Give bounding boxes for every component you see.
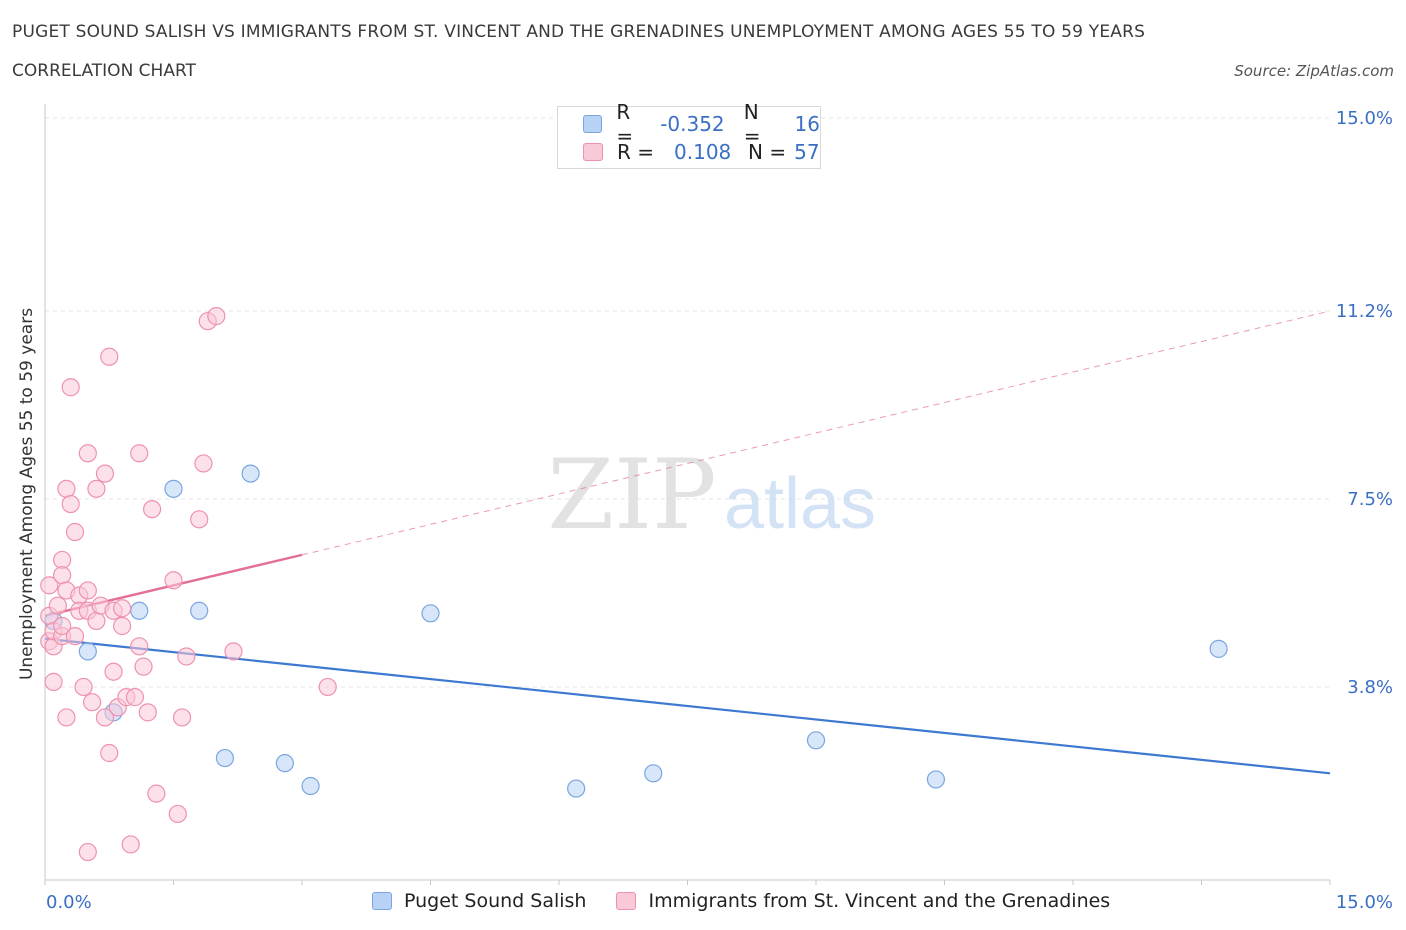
y-tick-label: 7.5% — [1347, 489, 1393, 510]
pink-data-point — [112, 599, 132, 618]
pink-data-point — [95, 708, 115, 727]
blue-data-point — [164, 479, 183, 498]
pink-trend-extension — [301, 310, 1331, 556]
pink-data-point — [138, 703, 157, 722]
pink-data-point — [100, 347, 119, 366]
pink-data-point — [130, 637, 149, 656]
blue-data-point — [806, 731, 826, 750]
pink-data-point — [78, 842, 97, 862]
blue-data-point — [241, 464, 260, 483]
blue-data-point — [190, 601, 209, 620]
pink-data-point — [53, 566, 72, 585]
pink-data-point — [172, 708, 192, 727]
pink-data-point — [61, 494, 80, 514]
pink-data-point — [147, 784, 166, 803]
pink-data-point — [194, 454, 213, 473]
pink-data-point — [78, 581, 97, 600]
legend-swatch-blue — [583, 115, 603, 133]
legend-row-blue: R = -0.352 N = 16 — [583, 100, 820, 148]
legend-item-st-vincent: Immigrants from St. Vincent and the Gren… — [616, 890, 1110, 912]
pink-data-point — [83, 693, 102, 712]
legend-swatch-pink — [583, 143, 603, 161]
legend-item-puget-sound-salish: Puget Sound Salish — [372, 890, 586, 912]
legend-label-st-vincent: Immigrants from St. Vincent and the Gren… — [648, 890, 1111, 912]
pink-data-point — [121, 835, 140, 854]
pink-data-point — [104, 662, 123, 681]
legend-n-value: 16 — [794, 112, 820, 136]
watermark: ZIP atlas — [547, 439, 876, 551]
y-tick-label: 3.8% — [1347, 677, 1393, 698]
watermark-zip: ZIP — [547, 439, 716, 551]
pink-data-point — [57, 708, 76, 727]
blue-data-point — [421, 604, 440, 623]
pink-data-point — [168, 804, 187, 824]
legend-n-label: N = — [743, 100, 761, 148]
pink-data-point — [142, 500, 162, 519]
legend-r-value: 0.108 — [674, 140, 732, 164]
pink-data-point — [318, 677, 337, 697]
pink-data-point — [87, 479, 106, 498]
blue-data-point — [1209, 639, 1228, 658]
correlation-legend: R = -0.352 N = 16 R = 0.108 N = 57 — [557, 100, 821, 169]
legend-n-value: 57 — [794, 140, 820, 164]
x-tick-label: 0.0% — [46, 892, 92, 913]
pink-data-point — [78, 444, 97, 463]
source-credit: Source: ZipAtlas.com — [1234, 62, 1394, 80]
watermark-atlas: atlas — [724, 464, 876, 544]
pink-data-point — [112, 616, 132, 636]
pink-data-point — [48, 596, 67, 615]
y-tick-label: 15.0% — [1336, 108, 1393, 129]
pink-data-point — [134, 657, 153, 676]
y-axis-label: Unemployment Among Ages 55 to 59 years — [17, 308, 37, 680]
pink-data-point — [100, 743, 119, 763]
x-tick-label: 15.0% — [1336, 892, 1393, 913]
chart-subtitle: CORRELATION CHART — [12, 61, 196, 81]
blue-data-point — [567, 779, 586, 798]
blue-trend-line — [44, 637, 1331, 775]
blue-data-point — [926, 770, 946, 789]
blue-data-point — [215, 748, 234, 768]
blue-data-point — [301, 776, 320, 796]
legend-n-label: N = — [748, 140, 787, 164]
chart-title: PUGET SOUND SALISH VS IMMIGRANTS FROM ST… — [12, 22, 1146, 42]
legend-row-pink: R = 0.108 N = 57 — [583, 140, 820, 164]
pink-data-point — [190, 510, 209, 529]
tick-labels: 3.8% 7.5% 11.2% 15.0% 0.0% 15.0% — [46, 108, 1393, 913]
blue-data-point — [644, 764, 663, 783]
blue-data-point — [275, 754, 294, 773]
axes — [44, 104, 1331, 885]
series-legend: Puget Sound Salish Immigrants from St. V… — [372, 890, 1140, 912]
pink-data-point — [130, 444, 149, 463]
pink-data-point — [87, 611, 106, 631]
pink-data-point — [74, 677, 93, 697]
pink-data-point — [40, 576, 59, 595]
legend-label-puget-sound-salish: Puget Sound Salish — [404, 890, 587, 912]
pink-data-point — [95, 464, 115, 483]
legend-swatch-blue — [372, 892, 392, 910]
blue-data-point — [130, 601, 149, 620]
pink-data-point — [53, 550, 72, 570]
pink-data-point — [44, 672, 63, 691]
y-tick-label: 11.2% — [1336, 301, 1393, 322]
pink-data-point — [57, 479, 76, 498]
legend-r-value: -0.352 — [660, 112, 725, 136]
grid-lines — [45, 117, 1330, 688]
pink-data-point — [61, 378, 80, 397]
legend-r-label: R = — [617, 140, 655, 164]
pink-data-point — [65, 522, 85, 542]
legend-swatch-pink — [616, 892, 637, 910]
blue-data-point — [78, 642, 97, 661]
pink-data-point — [164, 571, 183, 590]
pink-data-point — [224, 642, 243, 661]
legend-r-label: R = — [616, 100, 634, 148]
pink-data-point — [207, 307, 226, 326]
pink-data-point — [125, 688, 145, 707]
pink-data-point — [177, 647, 196, 666]
data-points — [40, 307, 1228, 862]
pink-data-point — [53, 616, 72, 636]
pink-data-point — [65, 627, 85, 646]
